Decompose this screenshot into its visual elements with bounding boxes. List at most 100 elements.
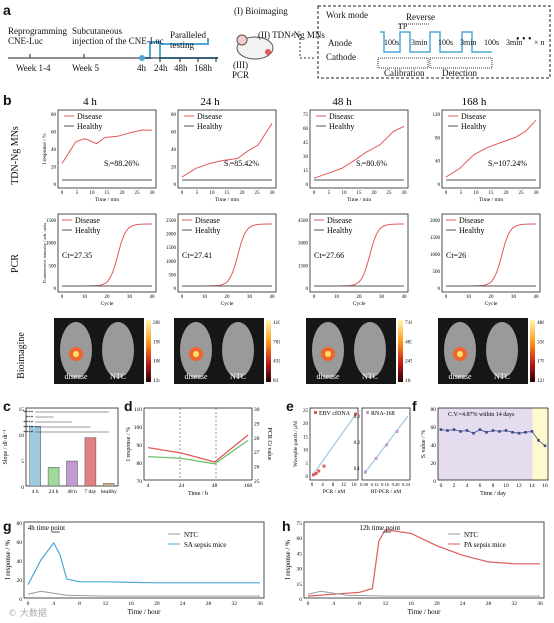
mn-ytick-0-0: 80	[51, 113, 57, 118]
mn-xtick-3-1: 5	[460, 191, 463, 196]
e-legend-rna: RNA-168	[371, 411, 395, 417]
f-bg-lav	[438, 408, 533, 480]
mn-xlabel-1: Time / min	[215, 197, 239, 203]
pcr-ct-1: Ct=27.41	[182, 251, 212, 260]
workmode-tp: TP	[398, 22, 408, 31]
mn-ytick-0-3: 20	[51, 166, 57, 171]
bio-colorbar-1	[266, 320, 271, 382]
e-point-rna-0	[364, 470, 367, 474]
mn-xtick-3-3: 15	[489, 191, 495, 196]
workmode-anode: Anode	[328, 38, 352, 48]
panel-label-c: c	[3, 398, 11, 414]
mn-xlabel-0: Time / min	[95, 197, 119, 203]
c-xtick-2: 48 h	[67, 489, 77, 495]
panel-label-g: g	[3, 518, 12, 534]
mn-xtick-2-1: 5	[328, 191, 331, 196]
f-point-3	[459, 430, 462, 433]
row-label-bio: Bioimagine	[15, 332, 27, 379]
mn-xtick-0-4: 20	[120, 191, 126, 196]
e-y2tick-1: 0.2	[354, 441, 361, 446]
mn-xtick-3-4: 20	[504, 191, 510, 196]
timeline-paralleled: Paralleled testing	[170, 30, 206, 50]
pcr-legend-healthy-0: Healthy	[75, 226, 100, 235]
bio-signal-core-2	[325, 351, 331, 357]
f-point-6	[478, 428, 482, 431]
timeline-time-4h: 4h	[137, 63, 146, 73]
d-frame	[143, 407, 253, 481]
pcr-legend-disease-2: Disease	[327, 216, 352, 225]
mn-xlabel-2: Time / min	[347, 197, 371, 203]
pcr-ytick-3-4: 0	[438, 287, 441, 292]
mn-xtick-2-3: 15	[357, 191, 363, 196]
pcr-xtick-0-2: 20	[105, 295, 111, 300]
g-ylabel: I response / %	[4, 540, 12, 580]
pcr-legend-disease-1: Disease	[195, 216, 220, 225]
workmode-n: × n	[534, 38, 545, 47]
bio-colorbar-tick-3-1: 3300	[537, 339, 544, 345]
e-frame-1	[309, 407, 359, 481]
h-series-ntc	[307, 590, 540, 597]
pcr-ytick-1-0: 2500	[166, 219, 177, 224]
d-ytick-3: 80	[137, 461, 143, 467]
e-xtick-3: 12	[341, 483, 347, 488]
workmode-detection: Detection	[442, 68, 477, 78]
e-point-ebv-2	[317, 469, 321, 473]
d-y2label: PCR Ct value	[266, 427, 272, 460]
pcr-ytick-1-1: 2000	[166, 233, 177, 238]
timeline-time-168h: 168h	[194, 63, 212, 73]
mn-legend-healthy-3: Healthy	[461, 122, 486, 131]
workmode-reverse: Reverse	[406, 12, 435, 22]
mn-frame-3	[441, 109, 541, 189]
pcr-legend-healthy-3: Healthy	[459, 226, 484, 235]
mn-xtick-1-5: 25	[255, 191, 261, 196]
workmode-seg-3: 100s	[438, 38, 454, 47]
f-xtick-8: 16	[542, 483, 548, 489]
bio-colorbar-tick-3-2: 1700	[537, 359, 544, 365]
pcr-ct-3: Ct=26	[446, 251, 466, 260]
pcr-xtick-0-1: 10	[82, 295, 88, 300]
e-point-rna-2	[385, 443, 388, 447]
e-xtick-2: 8	[332, 483, 335, 488]
mn-ytick-1-2: 40	[171, 148, 177, 153]
g-legend-sepsis: SA sepsis mice	[184, 541, 226, 549]
mn-ytick-3-3: 0	[438, 183, 441, 188]
g-ytick-2: 40	[17, 559, 23, 565]
workmode-seg-2: 3min	[411, 38, 428, 47]
mn-xtick-1-4: 20	[240, 191, 246, 196]
h-xtick-8: 32	[511, 601, 517, 607]
bio-mouse-ntc-3	[486, 322, 518, 378]
h-ylabel: I response / %	[284, 540, 292, 580]
pcr-ytick-3-2: 1000	[430, 253, 441, 258]
bio-label-ntc-2: NTC	[362, 372, 378, 381]
pcr-xtick-3-2: 20	[489, 295, 495, 300]
mn-legend-disease-0: Disease	[77, 112, 102, 121]
timeline-diagram	[8, 5, 551, 79]
g-ytick-3: 20	[17, 578, 23, 584]
timeline-reprogramming: Reprogramming CNE-Luc	[8, 26, 67, 46]
mn-ytick-0-2: 40	[51, 148, 57, 153]
f-ytick-0: 80	[431, 407, 437, 413]
c-sig-3: ****	[23, 426, 34, 431]
f-point-10	[504, 429, 508, 432]
pcr-xtick-3-0: 0	[445, 295, 448, 300]
bio-colorbar-tick-0-1: 1900	[153, 339, 160, 345]
h-series-sepsis	[307, 528, 540, 597]
g-xtick-9: 36	[257, 601, 263, 607]
d-ytick-0: 110	[134, 407, 142, 413]
pcr-xtick-0-4: 40	[150, 295, 156, 300]
f-frame	[437, 407, 549, 481]
mn-disease-line-0	[61, 129, 152, 164]
e-x2tick-2: 0.16	[381, 482, 390, 487]
mn-disease-line-1	[181, 123, 273, 178]
e-legend-ebv: EBV cfDNA	[319, 410, 351, 417]
pcr-ytick-0-1: 1000	[46, 242, 57, 247]
g-ytick-1: 60	[17, 540, 23, 546]
mn-xtick-0-2: 10	[90, 191, 96, 196]
mn-ytick-3-0: 120	[433, 113, 441, 118]
g-xtick-3: 12	[103, 601, 109, 607]
mn-legend-healthy-2: Healthy	[329, 122, 354, 131]
mn-xtick-0-5: 25	[135, 191, 141, 196]
g-xtick-1: 4	[52, 601, 55, 607]
d-ylabel: I response / %	[126, 427, 132, 461]
bio-colorbar-tick-0-0: 2800	[153, 320, 160, 326]
